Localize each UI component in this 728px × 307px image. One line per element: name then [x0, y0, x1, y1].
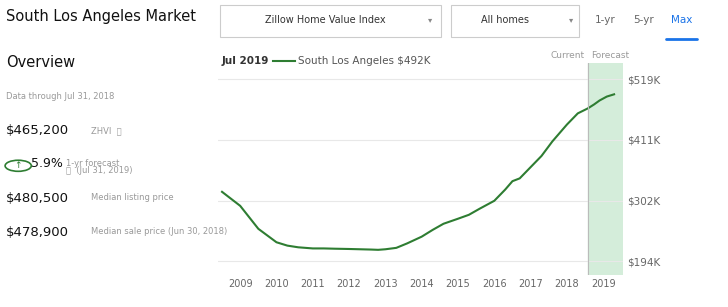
Text: ⓘ  (Jul 31, 2019): ⓘ (Jul 31, 2019): [66, 166, 132, 175]
Text: Zillow Home Value Index: Zillow Home Value Index: [265, 15, 385, 25]
Text: All homes: All homes: [480, 15, 529, 25]
Text: $478,900: $478,900: [6, 226, 69, 239]
Text: Median sale price (Jun 30, 2018): Median sale price (Jun 30, 2018): [91, 227, 227, 236]
Text: ▾: ▾: [428, 15, 432, 24]
Text: $480,500: $480,500: [6, 192, 69, 205]
Text: Overview: Overview: [6, 55, 75, 70]
Text: ZHVI  ⓘ: ZHVI ⓘ: [91, 126, 122, 135]
Bar: [588, 63, 623, 275]
Text: Jul 2019: Jul 2019: [222, 56, 269, 66]
Text: Max: Max: [671, 15, 692, 25]
Text: ↑: ↑: [15, 161, 22, 170]
Text: Current: Current: [550, 51, 585, 60]
Text: 5-yr: 5-yr: [633, 15, 654, 25]
Text: ▾: ▾: [569, 15, 574, 24]
Text: Median listing price: Median listing price: [91, 193, 173, 202]
Text: South Los Angeles $492K: South Los Angeles $492K: [298, 56, 431, 66]
Text: 5.9%: 5.9%: [31, 157, 63, 170]
Text: South Los Angeles Market: South Los Angeles Market: [6, 9, 196, 24]
Text: Forecast: Forecast: [592, 51, 630, 60]
Text: $465,200: $465,200: [6, 124, 69, 137]
Text: Data through Jul 31, 2018: Data through Jul 31, 2018: [6, 92, 114, 101]
FancyBboxPatch shape: [451, 5, 579, 37]
FancyBboxPatch shape: [220, 5, 440, 37]
Text: 1-yr forecast: 1-yr forecast: [66, 159, 119, 168]
Text: 1-yr: 1-yr: [595, 15, 615, 25]
